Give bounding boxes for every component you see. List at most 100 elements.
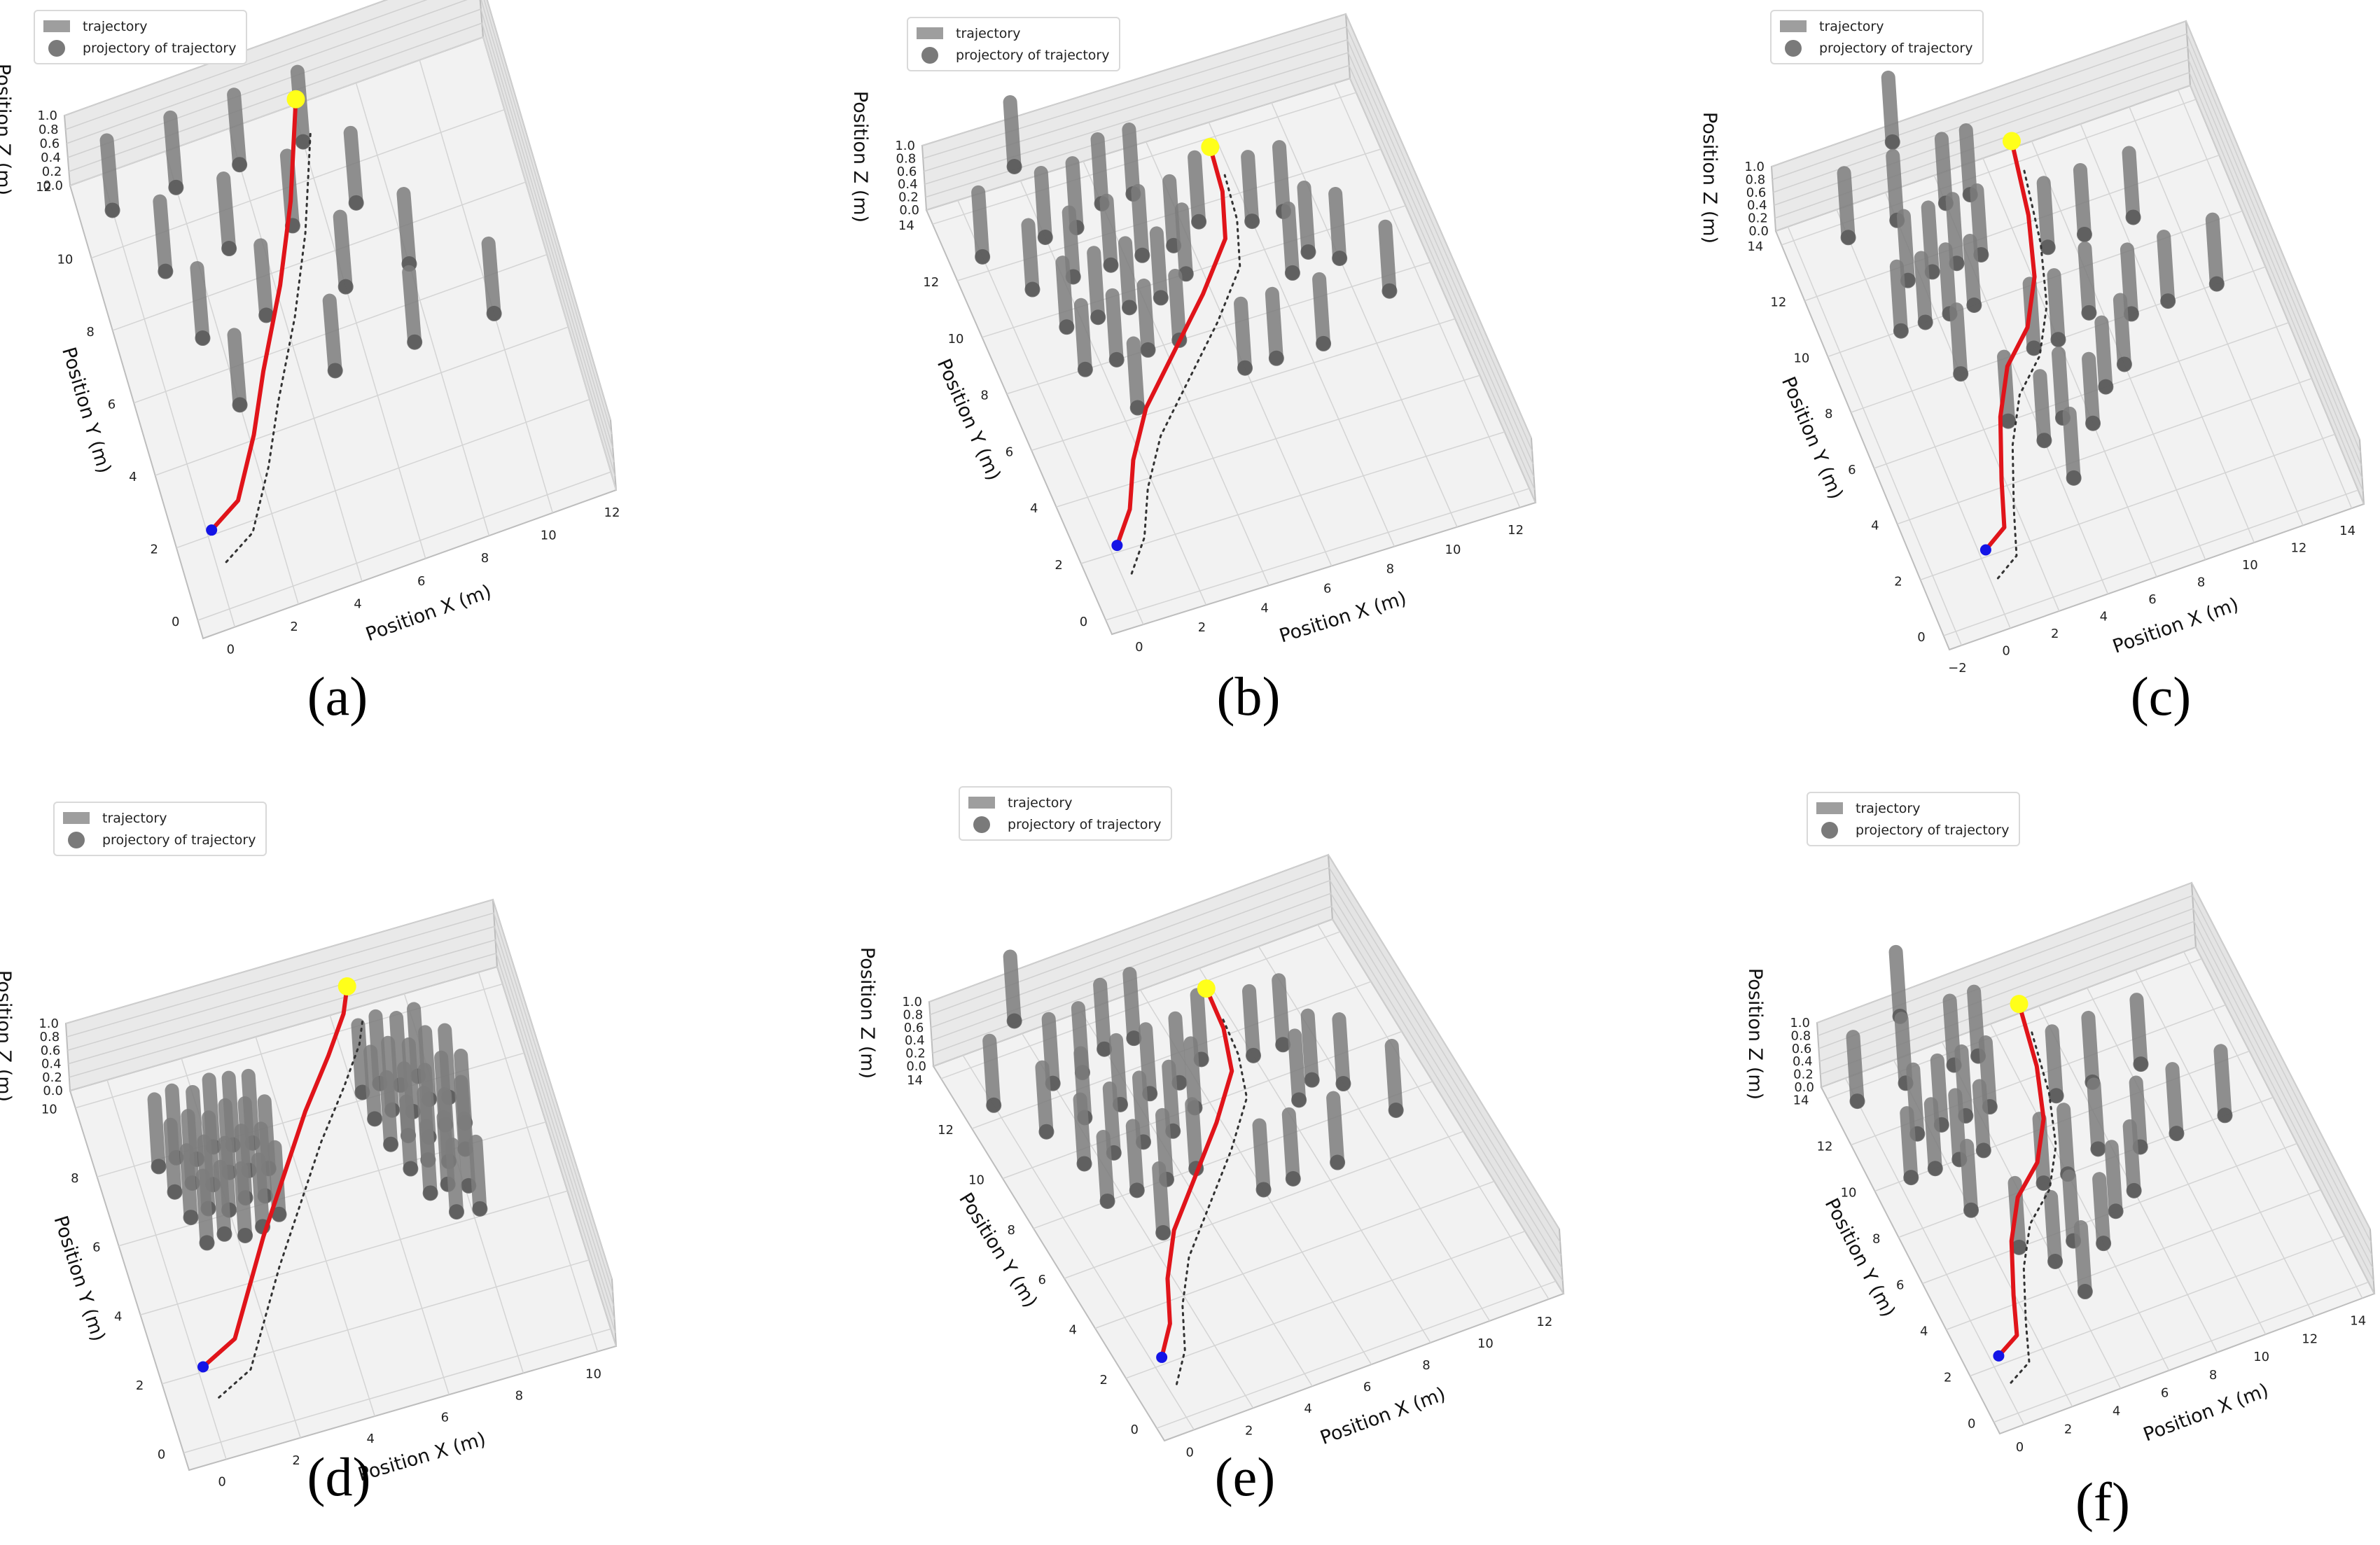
- z-gridline: [933, 918, 1564, 1294]
- start-point: [206, 524, 218, 536]
- obstacle-base: [1076, 1156, 1092, 1172]
- x-tick-label: 14: [2339, 524, 2355, 538]
- obstacle-body: [1241, 150, 1260, 229]
- obstacle-body: [1188, 150, 1206, 229]
- start-point: [1993, 1350, 2005, 1362]
- obstacle-base: [1275, 1037, 1291, 1053]
- obstacle-cylinder: [1021, 218, 1041, 298]
- projection-legend-symbol: [973, 816, 990, 833]
- z-axis-label: Position Z (m): [1699, 112, 1720, 244]
- obstacle-cylinder: [2122, 146, 2141, 225]
- obstacle-body: [2057, 1103, 2075, 1182]
- obstacle-body: [1136, 278, 1155, 357]
- obstacle-base: [1927, 1161, 1943, 1177]
- obstacle-base: [1975, 1142, 1991, 1159]
- z-gridline: [932, 905, 1564, 1281]
- x-gridline: [329, 1015, 450, 1395]
- y-gridline: [1943, 489, 2358, 636]
- y-gridline: [183, 1328, 611, 1454]
- x-gridline: [228, 128, 363, 582]
- obstacle-cylinder: [227, 328, 248, 413]
- y-gridline: [69, 36, 484, 186]
- obstacle-cylinder: [1272, 973, 1291, 1053]
- obstacle-base: [258, 307, 274, 323]
- obstacle-cylinder: [99, 133, 120, 218]
- x-tick-label: 10: [1445, 543, 1461, 557]
- y-gridline: [1094, 1180, 1495, 1329]
- y-tick-label: 0: [172, 615, 179, 629]
- obstacle-base: [1963, 1202, 1979, 1218]
- y-tick-label: 2: [1055, 558, 1062, 573]
- trajectory-line: [1983, 139, 2037, 552]
- obstacle-base: [2000, 413, 2017, 429]
- x-tick-label: 0: [2016, 1440, 2024, 1455]
- panel-label: (c): [2130, 666, 2192, 727]
- trajectory-legend-symbol: [43, 20, 70, 32]
- obstacle-body: [481, 236, 501, 321]
- obstacle-body: [147, 1092, 166, 1174]
- x-tick-label: 6: [2161, 1386, 2169, 1401]
- obstacle-base: [1332, 251, 1348, 267]
- obstacle-cylinder: [1326, 1091, 1346, 1170]
- obstacle-base: [2011, 1239, 2027, 1255]
- obstacle-body: [234, 1161, 253, 1243]
- y-tick-label: 10: [968, 1173, 984, 1188]
- x-tick-label: −2: [1948, 661, 1967, 676]
- obstacle-base: [1122, 300, 1137, 316]
- projection-line: [1130, 174, 1241, 575]
- x-tick-label: 12: [2302, 1331, 2318, 1346]
- projection-line: [1996, 168, 2048, 580]
- x-tick-label: 8: [1386, 562, 1394, 577]
- x-gridline: [478, 972, 599, 1352]
- obstacle-body: [2036, 176, 2055, 255]
- obstacle-base: [2035, 1175, 2052, 1191]
- obstacle-cylinder: [322, 293, 343, 379]
- obstacle-base: [1140, 342, 1156, 358]
- plot-b: 0.00.20.40.60.81.0 0 2 4 6 8 10 12 0 2 4 6 8 10 12 14 Po…: [849, 13, 1537, 655]
- obstacle-body: [2051, 347, 2070, 426]
- z-tick-label: 0.8: [40, 1030, 60, 1044]
- y-axis-label: Position Y (m): [57, 344, 115, 475]
- obstacle-body: [2081, 1010, 2100, 1089]
- obstacle-cylinder: [1914, 251, 1933, 330]
- obstacle-body: [2082, 351, 2101, 431]
- obstacle-body: [163, 1117, 182, 1199]
- x-tick-label: 2: [2064, 1422, 2072, 1436]
- obstacle-base: [1335, 1076, 1351, 1092]
- panel-label: (e): [1214, 1446, 1276, 1507]
- obstacle-body: [2047, 268, 2066, 347]
- obstacle-base: [1024, 281, 1041, 298]
- obstacle-base: [337, 279, 354, 295]
- projection-legend-symbol: [48, 39, 65, 57]
- obstacle-base: [167, 1184, 183, 1200]
- obstacle-body: [1102, 1081, 1121, 1160]
- x-tick-label: 2: [1198, 620, 1206, 635]
- obstacle-body: [1328, 187, 1347, 266]
- obstacle-body: [2045, 1024, 2064, 1103]
- panel-label: (d): [307, 1446, 371, 1507]
- y-gridline: [1804, 154, 2220, 302]
- z-axis-label: Position Z (m): [0, 64, 14, 195]
- obstacle-cylinder: [2082, 351, 2101, 431]
- obstacle-body: [2122, 1119, 2141, 1198]
- obstacle-base: [1893, 323, 1909, 339]
- obstacle-body: [1332, 1012, 1351, 1091]
- z-gridline: [1772, 33, 2361, 453]
- obstacle-body: [1168, 269, 1187, 348]
- obstacle-base: [2217, 1107, 2233, 1124]
- legend: trajectory projectory of trajectory: [53, 802, 267, 856]
- x-tick-label: 12: [2290, 541, 2306, 556]
- obstacle-body: [2044, 1189, 2063, 1268]
- y-tick-label: 10: [1841, 1186, 1857, 1201]
- obstacle-base: [1316, 335, 1332, 351]
- panel-e: 0.0 0.2 0.4 0.6 0.8 1.0 0 2 4 6 8 10 12 0 2 4 6 8 10 12 14 Po…: [793, 772, 1587, 1544]
- obstacle-body: [1954, 1044, 1973, 1123]
- obstacle-base: [1285, 1170, 1301, 1187]
- projection-line: [1175, 1014, 1248, 1385]
- legend-trajectory: trajectory: [1008, 795, 1073, 811]
- x-tick-label: 12: [604, 505, 620, 520]
- y-gridline: [197, 471, 611, 621]
- obstacle-body: [1896, 209, 1915, 288]
- panel-label: (b): [1216, 666, 1281, 727]
- x-gridline: [255, 1036, 375, 1417]
